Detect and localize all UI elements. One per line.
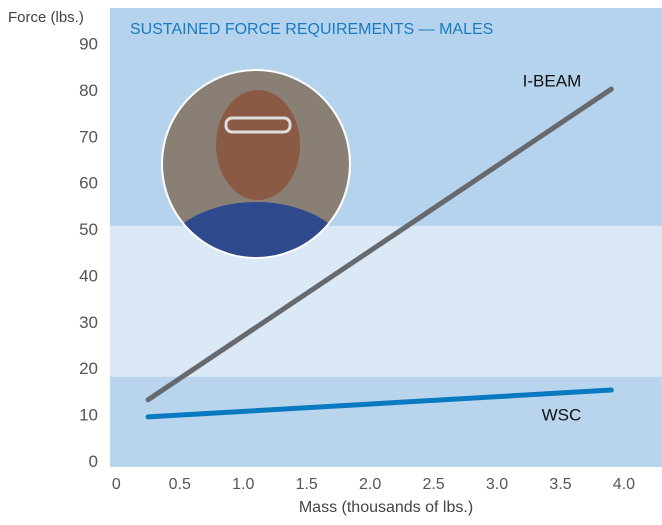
y-tick-label: 90 [79, 35, 98, 54]
chart-title: SUSTAINED FORCE REQUIREMENTS — MALES [130, 21, 493, 38]
y-tick-label: 0 [89, 452, 98, 471]
band [110, 226, 662, 377]
y-tick-label: 70 [79, 127, 98, 146]
photo-face [216, 90, 300, 200]
y-axis-label: Force (lbs.) [8, 9, 84, 26]
chart: Force (lbs.) Mass (thousands of lbs.) SU… [0, 0, 662, 525]
x-tick-label: 2.5 [422, 476, 444, 493]
y-tick-label: 50 [79, 220, 98, 239]
y-tick-label: 40 [79, 266, 98, 285]
y-tick-label: 10 [79, 405, 98, 424]
x-tick-label: 1.0 [232, 476, 254, 493]
x-tick-label: 0.5 [169, 476, 191, 493]
x-tick-label: 2.0 [359, 476, 381, 493]
x-tick-label: 1.5 [296, 476, 318, 493]
x-axis-label: Mass (thousands of lbs.) [299, 499, 473, 516]
x-tick-label: 3.0 [486, 476, 508, 493]
y-tick-label: 80 [79, 81, 98, 100]
x-tick-label: 0 [112, 476, 121, 493]
series-label: I-BEAM [523, 72, 582, 91]
x-tick-label: 3.5 [549, 476, 571, 493]
series-label: WSC [542, 406, 582, 425]
y-tick-label: 30 [79, 313, 98, 332]
x-tick-label: 4.0 [613, 476, 635, 493]
y-tick-label: 20 [79, 359, 98, 378]
y-tick-label: 60 [79, 174, 98, 193]
page: Force (lbs.) Mass (thousands of lbs.) SU… [0, 0, 662, 525]
